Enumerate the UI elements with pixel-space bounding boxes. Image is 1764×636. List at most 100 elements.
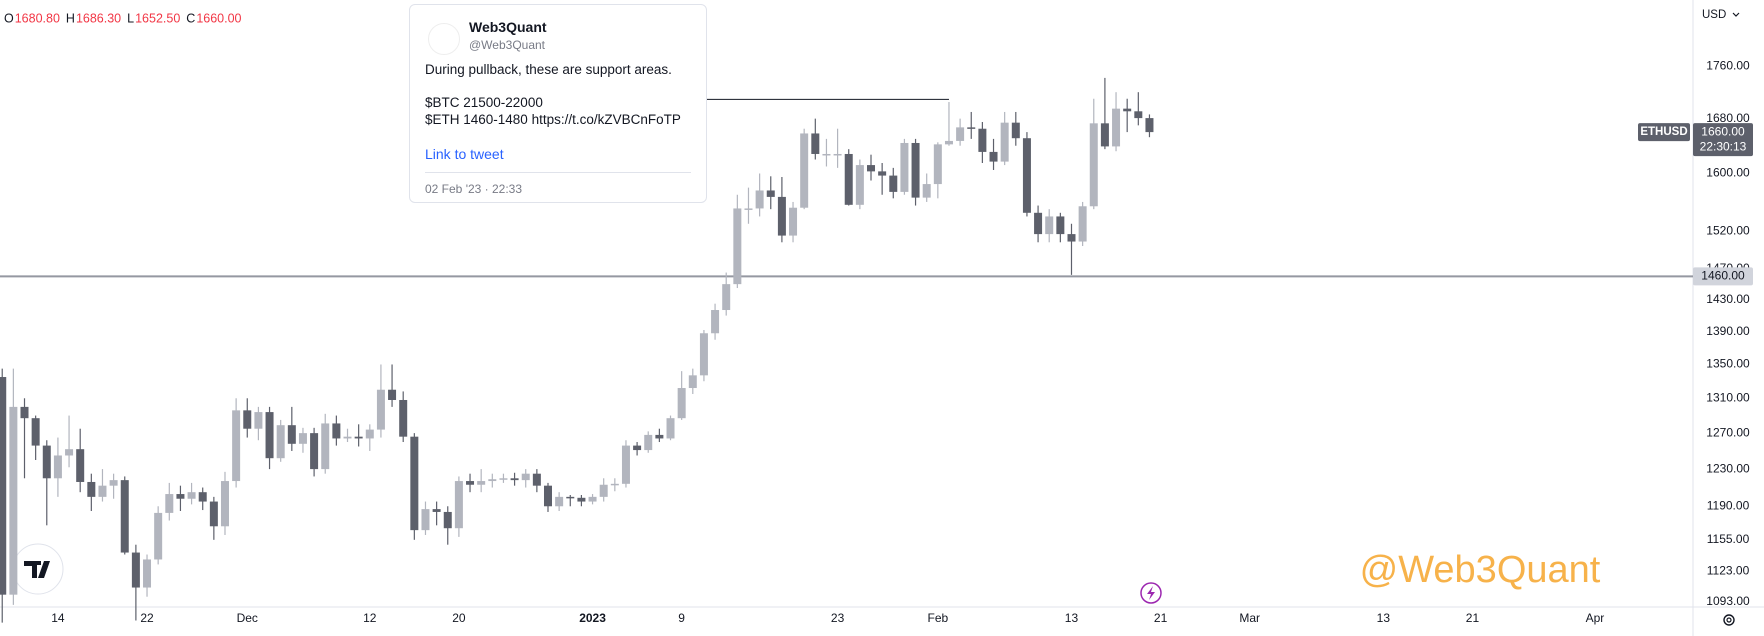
hline-label-bg — [1693, 267, 1753, 286]
candle-body — [633, 445, 642, 451]
candle-body — [365, 429, 374, 439]
candle-body — [532, 473, 541, 486]
candle — [98, 469, 107, 502]
tweet-handle: @Web3Quant — [469, 38, 546, 52]
y-tick-label: 1155.00 — [1707, 532, 1750, 546]
candle-body — [688, 375, 697, 389]
candle — [867, 154, 876, 181]
candle-body — [488, 479, 497, 482]
candle-body — [543, 485, 552, 507]
candle — [499, 473, 508, 483]
candle-body — [198, 492, 207, 502]
candle — [1134, 92, 1143, 126]
x-tick-label: Feb — [927, 611, 948, 625]
candle — [655, 428, 664, 443]
candle-body — [1100, 123, 1109, 147]
candle — [1022, 132, 1031, 217]
currency-label[interactable]: USD — [1702, 9, 1726, 21]
candle-body — [65, 449, 74, 456]
ohlc-letter: H — [66, 11, 75, 25]
candle-body — [376, 389, 385, 430]
candle-body — [254, 412, 263, 429]
candle-body — [343, 436, 352, 439]
candle-body — [922, 184, 931, 198]
candle — [978, 121, 987, 163]
candle — [922, 173, 931, 202]
candle — [165, 482, 174, 521]
candle-body — [1067, 234, 1076, 242]
candle-body — [232, 410, 241, 482]
candle-body — [1145, 118, 1154, 133]
last-price-bg — [1693, 123, 1753, 157]
candle — [699, 330, 708, 382]
candle-body — [466, 481, 475, 485]
candle — [443, 506, 452, 545]
candle — [878, 162, 887, 195]
candle — [310, 427, 319, 477]
candle — [265, 406, 274, 470]
candle — [755, 173, 764, 217]
candle — [811, 118, 820, 160]
tweet-link[interactable]: Link to tweet — [425, 146, 504, 162]
candle-body — [0, 377, 7, 595]
candle-body — [1078, 206, 1087, 242]
candle — [610, 478, 619, 492]
candle — [109, 473, 118, 499]
x-tick-label: 13 — [1377, 611, 1391, 625]
candle-body — [298, 433, 307, 444]
candle — [243, 398, 252, 438]
candle-body — [588, 496, 597, 502]
candle — [1089, 98, 1098, 210]
tv-logo[interactable] — [12, 543, 64, 595]
candle — [1078, 201, 1087, 247]
y-tick-label: 1270.00 — [1706, 425, 1750, 439]
y-tick-label: 1520.00 — [1706, 223, 1750, 237]
candle-body — [800, 133, 809, 208]
candle — [410, 433, 419, 540]
y-tick-label: 1190.00 — [1707, 498, 1750, 512]
price-axis-bg — [1693, 0, 1764, 636]
candle — [1067, 223, 1076, 275]
settings-icon[interactable] — [1723, 614, 1735, 626]
candle — [588, 494, 597, 505]
candle — [65, 415, 74, 468]
candle-body — [454, 481, 463, 529]
x-tick-label: 13 — [1065, 611, 1079, 625]
candle-body — [20, 406, 29, 419]
ohlc-letter: O — [4, 11, 14, 25]
currency-chevron — [1732, 12, 1740, 17]
candle — [287, 406, 296, 451]
countdown-label: 22:30:13 — [1700, 139, 1747, 153]
candle-body — [354, 436, 363, 439]
y-tick-label: 1760.00 — [1706, 59, 1750, 73]
candle — [421, 501, 430, 535]
candle-body — [209, 501, 218, 527]
candle — [131, 544, 140, 621]
last-price-label: 1660.00 — [1701, 124, 1745, 138]
candle — [399, 391, 408, 443]
candle-body — [1123, 108, 1132, 112]
watermark: @Web3Quant — [1360, 549, 1601, 591]
candle — [143, 554, 152, 597]
candle-body — [599, 484, 608, 497]
candle — [276, 419, 285, 462]
candle-body — [98, 485, 107, 497]
candle-body — [421, 509, 430, 531]
candle — [1145, 114, 1154, 138]
candle-body — [889, 175, 898, 192]
candle — [766, 176, 775, 210]
y-tick-label: 1310.00 — [1706, 390, 1750, 404]
candle-body — [510, 478, 519, 481]
candle — [332, 415, 341, 446]
candle-body — [956, 127, 965, 141]
candle-body — [187, 492, 196, 499]
candle — [0, 368, 7, 623]
candle — [477, 469, 486, 493]
candle — [488, 473, 497, 488]
gear-hub — [1726, 617, 1732, 623]
candle — [343, 428, 352, 443]
candle — [31, 415, 40, 461]
candle — [176, 485, 185, 512]
candle — [1000, 111, 1009, 166]
